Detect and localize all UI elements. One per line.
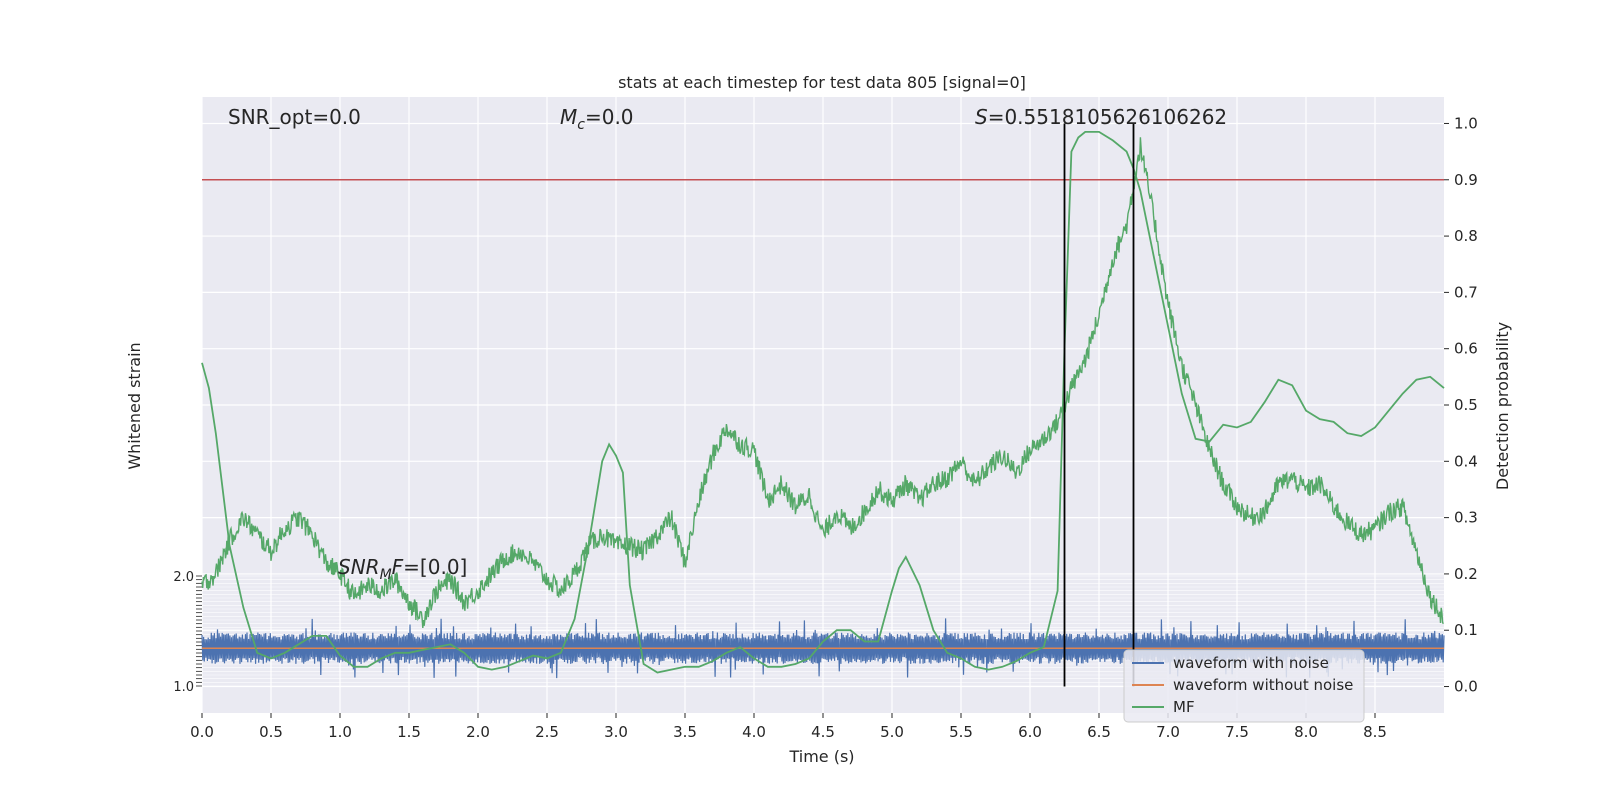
right-tick-label: 0.8 [1454, 227, 1478, 245]
x-tick-label: 5.5 [949, 723, 973, 741]
snr-mf-subscript: M [380, 567, 392, 583]
right-tick-label: 0.9 [1454, 171, 1478, 189]
right-tick-label: 0.5 [1454, 396, 1478, 414]
right-tick-label: 0.4 [1454, 452, 1478, 470]
x-tick-label: 6.0 [1018, 723, 1042, 741]
chart-title: stats at each timestep for test data 805… [618, 73, 1026, 92]
right-tick-label: 0.7 [1454, 283, 1478, 301]
right-tick-label: 0.6 [1454, 340, 1478, 358]
snr-mf-value: =[0.0] [403, 555, 467, 579]
snr-opt-annotation: SNR_opt=0.0 [228, 105, 361, 129]
legend-label-noise: waveform with noise [1173, 654, 1329, 672]
score-annotation: S=0.5518105626106262 [975, 105, 1227, 129]
right-tick-label: 0.2 [1454, 565, 1478, 583]
left-axis-label: Whitened strain [125, 342, 144, 469]
x-tick-label: 5.0 [880, 723, 904, 741]
snr-mf-symbol: SNR [338, 555, 380, 579]
right-tick-label: 0.0 [1454, 678, 1478, 696]
inset-tick-label-top: 2.0 [173, 570, 194, 585]
legend-label-clean: waveform without noise [1173, 676, 1353, 694]
x-tick-label: 2.0 [466, 723, 490, 741]
right-tick-label: 0.3 [1454, 509, 1478, 527]
x-tick-label: 2.5 [535, 723, 559, 741]
chirp-mass-subscript: c [577, 117, 585, 133]
right-axis-ticks: 0.0 0.1 0.2 0.3 0.4 0.5 0.6 0.7 0.8 0.9 1.0 [1444, 114, 1478, 696]
x-axis-ticks: 0.0 0.5 1.0 1.5 2.0 2.5 3.0 3.5 4.0 4.5 5.0 5.5 6.0 6… [190, 713, 1387, 741]
chirp-mass-value: =0.0 [585, 105, 634, 129]
x-tick-label: 7.0 [1156, 723, 1180, 741]
legend-box [1123, 649, 1365, 723]
chirp-mass-symbol: M [560, 105, 577, 129]
legend-label-mf: MF [1173, 698, 1195, 716]
x-tick-label: 1.0 [328, 723, 352, 741]
x-tick-label: 4.5 [811, 723, 835, 741]
chirp-mass-annotation: Mc=0.0 [560, 105, 634, 133]
snr-mf-rest: F [392, 555, 404, 579]
x-axis-label: Time (s) [788, 747, 854, 766]
x-tick-label: 3.0 [604, 723, 628, 741]
x-tick-label: 1.5 [397, 723, 421, 741]
x-tick-label: 6.5 [1087, 723, 1111, 741]
x-tick-label: 0.5 [259, 723, 283, 741]
series-mf [201, 130, 1445, 674]
series-detection-trace [201, 137, 1444, 629]
snr-mf-annotation: SNRMF=[0.0] [338, 555, 467, 583]
inset-tick-label-bottom: 1.0 [173, 680, 194, 695]
x-tick-label: 8.5 [1363, 723, 1387, 741]
x-tick-label: 4.0 [742, 723, 766, 741]
right-axis-label: Detection probability [1493, 322, 1512, 490]
x-tick-label: 0.0 [190, 723, 214, 741]
score-value: =0.5518105626106262 [988, 105, 1227, 129]
x-tick-label: 8.0 [1294, 723, 1318, 741]
legend: waveform with noise waveform without noi… [1123, 649, 1365, 723]
x-tick-label: 7.5 [1225, 723, 1249, 741]
score-symbol: S [975, 105, 988, 129]
right-tick-label: 1.0 [1454, 114, 1478, 132]
right-tick-label: 0.1 [1454, 621, 1478, 639]
x-tick-label: 3.5 [673, 723, 697, 741]
